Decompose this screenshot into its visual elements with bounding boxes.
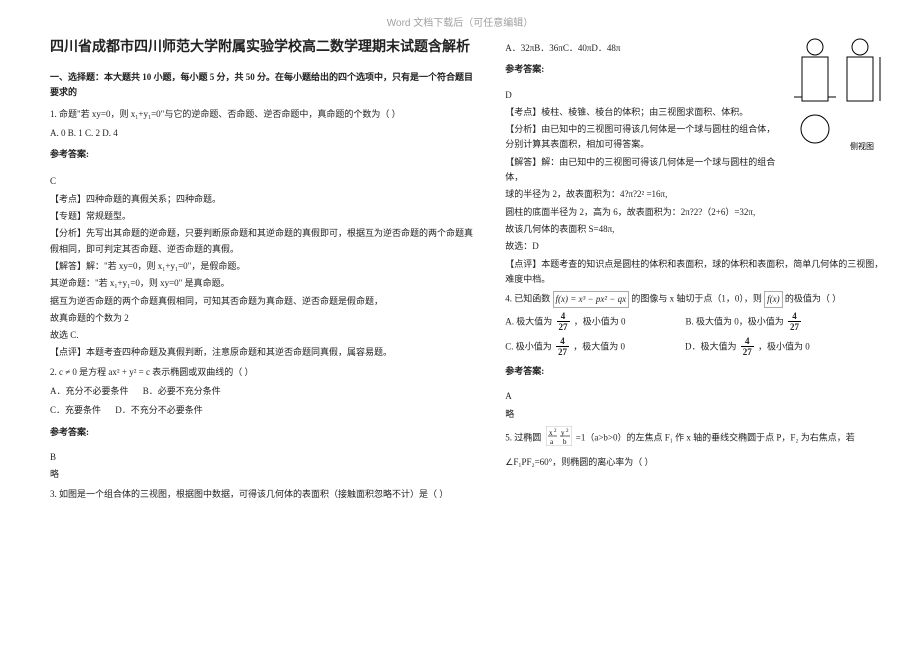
opt-a-wrap: A. 极大值为 427 ，极小值为 0 <box>505 312 625 333</box>
question-2-options-2: C．充要条件 D．不充分不必要条件 <box>50 403 475 418</box>
answer-1-line: 【专题】常规题型。 <box>50 209 475 224</box>
opt-a-text: A. 极大值为 <box>505 317 552 327</box>
question-1: 1. 命题"若 xy=0，则 x₁+y₁=0"与它的逆命题、否命题、逆否命题中，… <box>50 107 475 122</box>
q4-formula-1: f(x) = x³ − px² − qx <box>553 291 630 308</box>
opt-c-text2: ，极大值为 0 <box>573 342 625 352</box>
svg-text:b: b <box>563 438 567 446</box>
opt-d-wrap: D．极大值为 427 ，极小值为 0 <box>685 337 810 358</box>
question-4-row-2: C. 极小值为 427 ，极大值为 0 D．极大值为 427 ，极小值为 0 <box>505 337 890 358</box>
answer-1-line: 据互为逆否命题的两个命题真假相同，可知其否命题为真命题、逆否命题是假命题， <box>50 294 475 309</box>
answer-3-line: 故选：D <box>505 239 890 254</box>
q4-text-b: 的图像与 x 轴切于点（1，0），则 <box>631 294 764 304</box>
diagram-caption: 侧视图 <box>850 141 874 151</box>
question-1-options: A. 0 B. 1 C. 2 D. 4 <box>50 126 475 141</box>
opt-d-text: D．极大值为 <box>685 342 737 352</box>
page-container: 四川省成都市四川师范大学附属实验学校高二数学理期末试题含解析 一、选择题：本大题… <box>0 29 920 506</box>
question-5-line2: ∠F₁PF₂=60°，则椭圆的离心率为（ ） <box>505 455 890 470</box>
answer-3-line: 故该几何体的表面积 S=48π, <box>505 222 890 237</box>
ellipse-formula-icon: x 2 a y 2 b <box>546 426 572 451</box>
question-4: 4. 已知函数 f(x) = x³ − px² − qx 的图像与 x 轴切于点… <box>505 291 890 308</box>
answer-1-line: 其逆命题："若 x₁+y₁=0，则 xy=0" 是真命题。 <box>50 276 475 291</box>
fraction-icon: 427 <box>556 337 569 358</box>
opt-d: D．不充分不必要条件 <box>115 405 203 415</box>
q5-text-a: 5. 过椭圆 <box>505 433 543 443</box>
answer-label-2: 参考答案: <box>50 425 475 440</box>
doc-title: 四川省成都市四川师范大学附属实验学校高二数学理期末试题含解析 <box>50 37 475 58</box>
opt-a: A．充分不必要条件 <box>50 386 129 396</box>
opt-c-text: C. 极小值为 <box>505 342 552 352</box>
answer-1-line: 故真命题的个数为 2 <box>50 311 475 326</box>
opt-b-text: B. 极大值为 0，极小值为 <box>686 317 784 327</box>
left-column: 四川省成都市四川师范大学附属实验学校高二数学理期末试题含解析 一、选择题：本大题… <box>50 37 475 506</box>
q4-text-a: 4. 已知函数 <box>505 294 552 304</box>
opt-a-text2: ，极小值为 0 <box>574 317 626 327</box>
svg-text:a: a <box>550 438 554 446</box>
answer-1-line: 【分析】先写出其命题的逆命题，只要判断原命题和其逆命题的真假即可，根据互为逆否命… <box>50 226 475 257</box>
q4-text-c: 的极值为（ ） <box>785 294 841 304</box>
three-view-diagram: 侧视图 <box>790 37 890 157</box>
question-4-row-1: A. 极大值为 427 ，极小值为 0 B. 极大值为 0，极小值为 427 <box>505 312 890 333</box>
answer-3-line: 圆柱的底面半径为 2，高为 6，故表面积为：2π?2?（2+6）=32π, <box>505 205 890 220</box>
opt-b: B．必要不充分条件 <box>143 386 221 396</box>
answer-label-4: 参考答案: <box>505 364 890 379</box>
svg-text:2: 2 <box>554 429 557 434</box>
answer-label-1: 参考答案: <box>50 147 475 162</box>
svg-text:2: 2 <box>566 429 569 434</box>
answer-1-line: 【考点】四种命题的真假关系；四种命题。 <box>50 192 475 207</box>
opt-c-wrap: C. 极小值为 427 ，极大值为 0 <box>505 337 625 358</box>
fraction-icon: 427 <box>788 312 801 333</box>
fraction-icon: 427 <box>741 337 754 358</box>
answer-1-line: 故选 C. <box>50 328 475 343</box>
answer-1-line: 【解答】解："若 xy=0，则 x₁+y₁=0"，是假命题。 <box>50 259 475 274</box>
question-3: 3. 如图是一个组合体的三视图，根据图中数据，可得该几何体的表面积（接触面积忽略… <box>50 487 475 502</box>
answer-4-letter: A <box>505 389 890 404</box>
section-1-heading: 一、选择题：本大题共 10 小题，每小题 5 分，共 50 分。在每小题给出的四… <box>50 70 475 101</box>
question-5: 5. 过椭圆 x 2 a y 2 b =1（a>b>0）的左焦点 F₁ 作 x … <box>505 426 890 451</box>
answer-2-note: 略 <box>50 467 475 482</box>
watermark-header: Word 文档下载后（可任意编辑） <box>0 0 920 29</box>
answer-2-letter: B <box>50 450 475 465</box>
answer-3-line: 【点评】本题考查的知识点是圆柱的体积和表面积，球的体积和表面积，简单几何体的三视… <box>505 257 890 288</box>
question-2-options: A．充分不必要条件 B．必要不充分条件 <box>50 384 475 399</box>
diagram-svg: 侧视图 <box>790 37 890 157</box>
opt-b-wrap: B. 极大值为 0，极小值为 427 <box>686 312 804 333</box>
q4-formula-2: f(x) <box>764 291 783 308</box>
right-column: 侧视图 A．32πB．36πC．40πD．48π 参考答案: D 【考点】棱柱、… <box>505 37 890 506</box>
opt-c: C．充要条件 <box>50 405 101 415</box>
question-2-text: 2. c ≠ 0 是方程 ax² + y² = c 表示椭圆或双曲线的（ ） <box>50 367 253 377</box>
fraction-icon: 427 <box>557 312 570 333</box>
answer-4-note: 略 <box>505 407 890 422</box>
question-2: 2. c ≠ 0 是方程 ax² + y² = c 表示椭圆或双曲线的（ ） <box>50 365 475 380</box>
answer-1-line: 【点评】本题考查四种命题及真假判断，注意原命题和其逆否命题同真假，属容易题。 <box>50 345 475 360</box>
opt-d-text2: ，极小值为 0 <box>758 342 810 352</box>
answer-1-letter: C <box>50 174 475 189</box>
q5-text-mid: =1（a>b>0）的左焦点 F₁ 作 x 轴的垂线交椭圆于点 P，F₂ 为右焦点… <box>576 433 855 443</box>
answer-3-line: 【解答】解：由已知中的三视图可得该几何体是一个球与圆柱的组合体， <box>505 155 890 186</box>
answer-3-line: 球的半径为 2，故表面积为：4?π?2² =16π, <box>505 187 890 202</box>
